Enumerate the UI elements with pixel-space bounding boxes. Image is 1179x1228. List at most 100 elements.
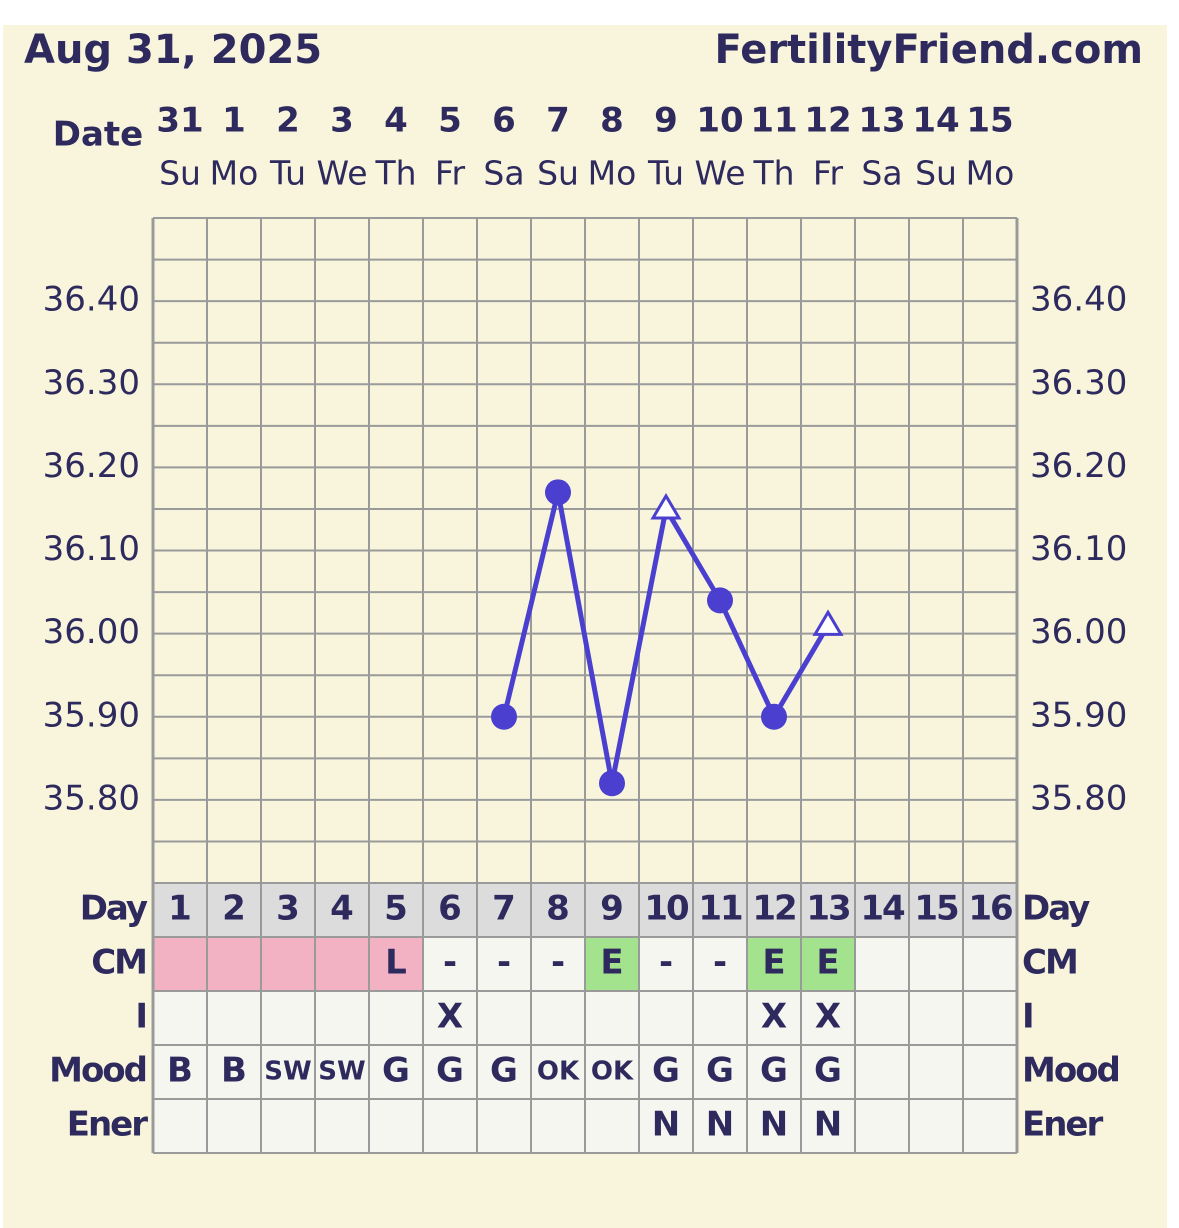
table-cell-text: E xyxy=(762,943,785,983)
table-cell xyxy=(909,1099,963,1153)
point xyxy=(761,703,787,730)
table-cell xyxy=(153,937,207,991)
table-cell xyxy=(909,883,963,937)
table-cell xyxy=(963,937,1017,991)
table-cell xyxy=(261,937,315,991)
row-label: I xyxy=(135,997,146,1037)
weekday-label: Mo xyxy=(588,154,637,193)
table-cell xyxy=(693,937,747,991)
table-cell-text: G xyxy=(760,1051,788,1091)
table-cell-text: X xyxy=(437,997,463,1037)
table-cell xyxy=(207,937,261,991)
table-cell-text: 15 xyxy=(914,889,958,929)
table-cell-text: N xyxy=(760,1105,788,1145)
point xyxy=(599,770,625,797)
weekday-label: Mo xyxy=(966,154,1015,193)
table-cell-text: 3 xyxy=(276,889,300,929)
date-label: 9 xyxy=(654,101,678,141)
table-cell xyxy=(963,1099,1017,1153)
table-cell-text: N xyxy=(706,1105,734,1145)
table-cell xyxy=(477,883,531,937)
table-cell-text: 12 xyxy=(752,889,795,929)
table-cell xyxy=(801,937,855,991)
table-cell xyxy=(585,937,639,991)
y-tick-label-right: 36.30 xyxy=(1030,363,1127,403)
y-tick-label-right: 35.80 xyxy=(1030,778,1127,818)
date-label: 1 xyxy=(222,101,246,141)
table-cell-text: 7 xyxy=(492,889,516,929)
weekday-label: Fr xyxy=(813,154,844,193)
row-label-right: CM xyxy=(1022,943,1077,983)
y-tick-label: 36.10 xyxy=(43,529,140,569)
table-cell xyxy=(693,991,747,1045)
table-cell-text: G xyxy=(706,1051,734,1091)
weekday-label: Su xyxy=(537,154,579,193)
weekday-label: Tu xyxy=(647,154,684,193)
table-cell xyxy=(747,1099,801,1153)
table-cell xyxy=(693,1045,747,1099)
point-open xyxy=(812,609,844,636)
table-cell-text: E xyxy=(816,943,839,983)
date-label: 31 xyxy=(156,101,203,141)
table-cell xyxy=(531,937,585,991)
table-cell xyxy=(369,883,423,937)
table-cell xyxy=(369,991,423,1045)
point xyxy=(707,587,733,614)
row-label-right: Mood xyxy=(1022,1051,1119,1091)
table-cell xyxy=(855,883,909,937)
y-tick-label-right: 36.20 xyxy=(1030,446,1127,486)
table-cell xyxy=(639,937,693,991)
table-cell xyxy=(909,937,963,991)
point-open xyxy=(650,492,682,520)
table-cell xyxy=(315,1099,369,1153)
y-tick-label: 35.80 xyxy=(43,778,140,818)
table-cell xyxy=(423,991,477,1045)
table-cell xyxy=(369,937,423,991)
table-cell xyxy=(261,1045,315,1099)
table-cell xyxy=(855,1099,909,1153)
table-cell xyxy=(315,991,369,1045)
table-cell xyxy=(207,883,261,937)
table-cell xyxy=(531,883,585,937)
table-cell xyxy=(423,1045,477,1099)
table-cell xyxy=(639,1099,693,1153)
table-cell xyxy=(693,883,747,937)
y-tick-label: 35.90 xyxy=(43,695,140,735)
weekday-label: Su xyxy=(159,154,201,193)
table-cell xyxy=(747,883,801,937)
site-name: FertilityFriend.com xyxy=(714,27,1143,73)
table-cell-text: N xyxy=(652,1105,680,1145)
table-cell xyxy=(639,1045,693,1099)
table-cell-text: G xyxy=(652,1051,680,1091)
table-cell-text: OK xyxy=(537,1057,580,1087)
row-label: Ener xyxy=(67,1105,148,1145)
table-cell xyxy=(369,1099,423,1153)
weekday-label: Mo xyxy=(210,154,259,193)
table-cell xyxy=(747,991,801,1045)
y-tick-label-right: 36.00 xyxy=(1030,612,1127,652)
row-label: Mood xyxy=(49,1051,146,1091)
row-label: Day xyxy=(80,889,148,929)
y-tick-label: 36.00 xyxy=(43,612,140,652)
table-cell-text: 6 xyxy=(438,889,462,929)
table-cell-text: - xyxy=(659,943,673,983)
table-cell xyxy=(207,991,261,1045)
table-cell-text: OK xyxy=(591,1057,634,1087)
table-cell xyxy=(531,1045,585,1099)
date-label: 12 xyxy=(804,101,851,141)
table-cell xyxy=(909,991,963,1045)
table-cell xyxy=(531,991,585,1045)
date-label: 4 xyxy=(384,101,408,141)
table-cell xyxy=(423,1099,477,1153)
date-label: 7 xyxy=(546,101,570,141)
table-cell-text: G xyxy=(814,1051,842,1091)
table-cell-text: 11 xyxy=(698,889,742,929)
weekday-label: Sa xyxy=(861,154,902,193)
row-label: CM xyxy=(91,943,146,983)
y-tick-label-right: 36.10 xyxy=(1030,529,1127,569)
table-cell-text: - xyxy=(551,943,565,983)
table-cell-text: G xyxy=(382,1051,410,1091)
table-cell-text: - xyxy=(497,943,511,983)
